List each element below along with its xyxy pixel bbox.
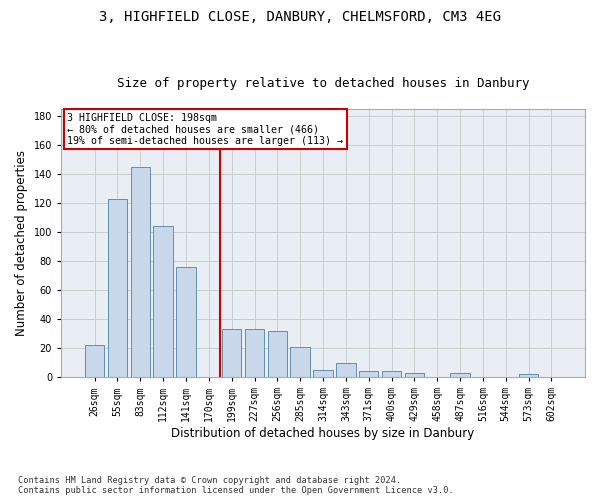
Bar — [405, 373, 424, 377]
Bar — [268, 330, 287, 377]
Bar — [313, 370, 333, 377]
Y-axis label: Number of detached properties: Number of detached properties — [15, 150, 28, 336]
Bar — [359, 372, 379, 377]
Bar — [222, 330, 241, 377]
Bar — [519, 374, 538, 377]
Title: Size of property relative to detached houses in Danbury: Size of property relative to detached ho… — [117, 76, 529, 90]
X-axis label: Distribution of detached houses by size in Danbury: Distribution of detached houses by size … — [172, 427, 475, 440]
Bar — [154, 226, 173, 377]
Bar — [108, 198, 127, 377]
Text: Contains HM Land Registry data © Crown copyright and database right 2024.
Contai: Contains HM Land Registry data © Crown c… — [18, 476, 454, 495]
Bar — [131, 167, 150, 377]
Bar — [336, 362, 356, 377]
Bar — [382, 372, 401, 377]
Bar — [85, 345, 104, 377]
Bar — [451, 373, 470, 377]
Bar — [176, 267, 196, 377]
Bar — [290, 346, 310, 377]
Text: 3, HIGHFIELD CLOSE, DANBURY, CHELMSFORD, CM3 4EG: 3, HIGHFIELD CLOSE, DANBURY, CHELMSFORD,… — [99, 10, 501, 24]
Text: 3 HIGHFIELD CLOSE: 198sqm
← 80% of detached houses are smaller (466)
19% of semi: 3 HIGHFIELD CLOSE: 198sqm ← 80% of detac… — [67, 112, 343, 146]
Bar — [245, 330, 264, 377]
